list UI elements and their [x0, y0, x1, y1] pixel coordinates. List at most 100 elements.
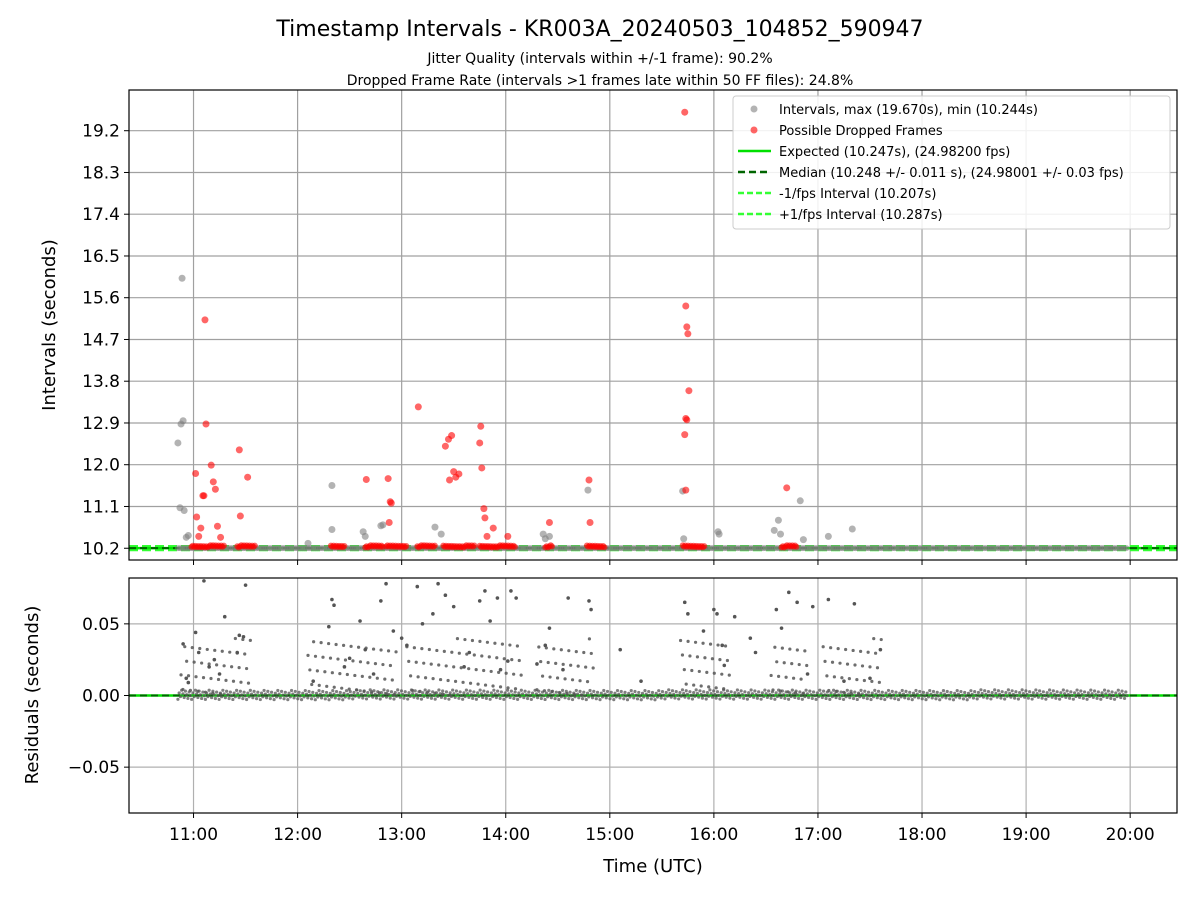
residual-point [196, 695, 200, 700]
residual-point [786, 690, 790, 694]
residual-point [277, 692, 281, 696]
residual-point [879, 637, 883, 642]
residual-point [1039, 692, 1043, 697]
residual-point [724, 695, 728, 699]
dropped-point [193, 513, 201, 521]
residual-point [823, 693, 827, 697]
residual-point [874, 692, 878, 696]
residual-point [846, 692, 851, 696]
residual-point [506, 686, 510, 690]
residual-point [775, 694, 779, 699]
residual-point [429, 662, 433, 666]
residual-point [826, 597, 831, 602]
residual-point [567, 649, 571, 653]
residual-point [715, 612, 719, 616]
residual-point [373, 662, 378, 666]
residual-point [986, 690, 991, 694]
residual-point [798, 690, 802, 694]
residual-point [562, 692, 566, 696]
residual-point [793, 691, 798, 695]
residual-point [443, 696, 447, 700]
residual-point [913, 695, 917, 699]
residual-point [399, 636, 404, 640]
residual-point [934, 697, 938, 701]
residual-point [1026, 696, 1030, 700]
dropped-point [195, 532, 203, 540]
residual-point [688, 690, 692, 694]
residual-point [759, 697, 763, 701]
residual-point [461, 697, 465, 701]
residual-point [921, 690, 926, 694]
interval-point [799, 536, 807, 544]
residual-point [341, 698, 345, 702]
residual-point [226, 693, 230, 697]
intervals-ytick-label: 19.2 [82, 122, 120, 142]
residual-point [498, 696, 502, 701]
residual-point [435, 648, 439, 653]
residual-point [693, 694, 697, 698]
residual-point [738, 695, 742, 699]
residual-point [416, 675, 420, 679]
residual-point [527, 690, 531, 694]
residual-point [805, 672, 810, 676]
residual-point [448, 693, 452, 697]
residual-point [198, 646, 202, 651]
residual-point [465, 652, 469, 656]
residual-point [319, 696, 324, 700]
residual-point [309, 697, 314, 701]
residual-point [323, 670, 327, 674]
residual-point [461, 680, 465, 684]
residual-point [230, 665, 234, 669]
residual-point [924, 698, 928, 702]
residual-point [1065, 689, 1069, 693]
residual-point [1077, 695, 1082, 699]
residual-point [973, 689, 977, 694]
residual-point [828, 697, 832, 701]
residual-point [483, 693, 487, 697]
residual-point [477, 694, 481, 699]
residual-point [618, 647, 623, 652]
residual-point [980, 691, 984, 696]
residual-point [377, 693, 381, 697]
residual-point [272, 697, 276, 702]
residual-point [630, 692, 635, 696]
legend-label: Median (10.248 +/- 0.011 s), (24.98001 +… [779, 166, 1124, 181]
residual-point [483, 589, 487, 593]
residual-point [954, 695, 958, 699]
residual-point [513, 690, 517, 694]
residual-point [398, 695, 402, 699]
residual-point [497, 693, 501, 697]
residual-point [347, 687, 351, 691]
residual-point [720, 694, 725, 698]
residual-point [433, 691, 437, 695]
residual-point [874, 651, 878, 655]
residual-point [480, 654, 484, 658]
residual-point [362, 689, 366, 693]
residual-point [853, 663, 857, 667]
residual-point [780, 646, 784, 650]
residual-point [1085, 697, 1089, 701]
residual-point [844, 695, 848, 699]
residual-point [427, 647, 431, 652]
residual-point [206, 695, 210, 699]
residual-point [222, 614, 227, 619]
residual-point [612, 698, 616, 702]
intervals-ytick-label: 14.7 [82, 330, 120, 350]
residual-point [243, 583, 248, 587]
residual-point [341, 643, 346, 648]
residual-point [358, 660, 363, 664]
residuals-panel: −0.05 0.00 0.05 11:00 12:00 13:00 14:00 15:00 16… [22, 577, 1178, 877]
residual-point [428, 692, 432, 697]
residual-point [467, 695, 471, 700]
residual-point [909, 694, 913, 698]
residual-point [820, 695, 824, 700]
residual-point [1097, 694, 1102, 698]
residual-point [787, 697, 791, 701]
residual-point [524, 693, 528, 697]
residual-point [519, 673, 523, 677]
residual-point [870, 691, 874, 695]
interval-point [184, 531, 192, 539]
residual-point [237, 696, 241, 700]
residual-point [493, 641, 497, 645]
residual-point [452, 692, 456, 696]
